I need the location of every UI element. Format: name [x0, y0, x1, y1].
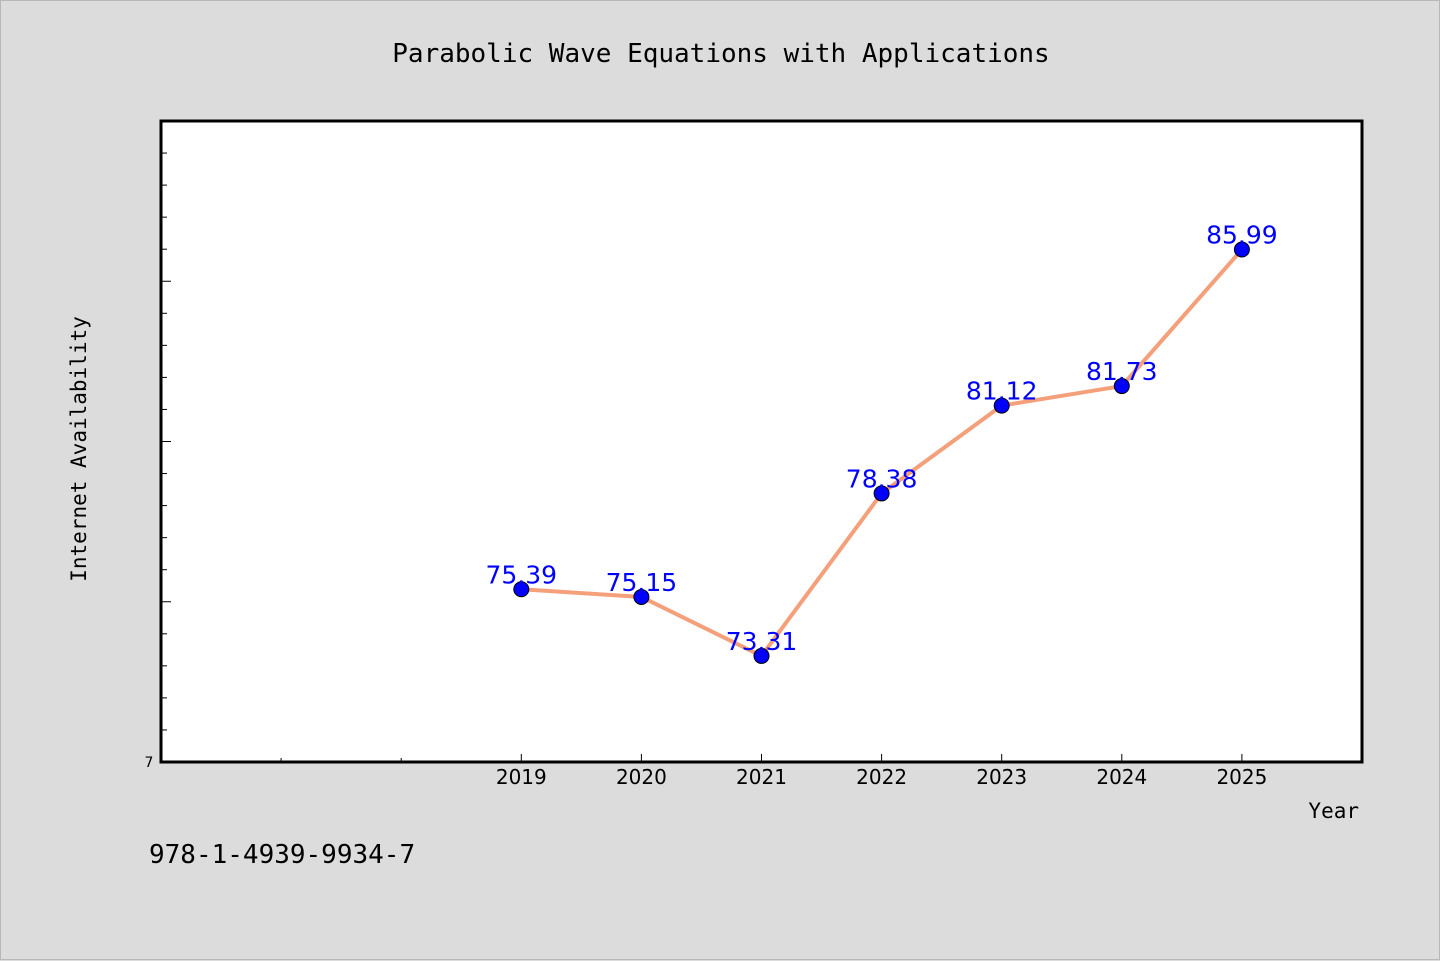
- y-axis-ticks: [161, 120, 171, 763]
- x-tick-label: 2022: [856, 765, 907, 789]
- data-label: 85.99: [1206, 221, 1278, 250]
- data-point: [633, 588, 650, 605]
- isbn-text: 978-1-4939-9934-7: [149, 840, 415, 870]
- data-label: 75.39: [486, 560, 558, 589]
- x-tick-label: 2020: [616, 765, 667, 789]
- x-tick-label: 2021: [736, 765, 787, 789]
- data-point: [993, 397, 1010, 414]
- plot-area: [159, 119, 1364, 764]
- data-point: [513, 581, 530, 598]
- data-label: 81.73: [1086, 357, 1158, 386]
- y-tick-label: 7: [145, 755, 154, 771]
- x-axis-ticks: 2019 2020 2021 2022 2023 2024 2025: [280, 754, 1267, 789]
- data-label: 75.15: [606, 568, 678, 597]
- x-tick-label: 2025: [1216, 765, 1267, 789]
- data-point: [1233, 241, 1250, 258]
- data-point: [1113, 378, 1130, 395]
- series-group: 75.39 75.15 73.31 78.38 81.12 81.73 85.99: [486, 221, 1278, 664]
- data-label: 73.31: [726, 627, 798, 656]
- x-axis-label: Year: [1308, 799, 1359, 823]
- x-tick-label: 2019: [496, 765, 547, 789]
- data-label: 81.12: [966, 377, 1038, 406]
- chart-title: Parabolic Wave Equations with Applicatio…: [392, 39, 1049, 69]
- y-axis-label: Internet Availability: [67, 316, 91, 582]
- data-point: [753, 647, 770, 664]
- data-label: 78.38: [846, 464, 918, 493]
- data-point: [873, 485, 890, 502]
- x-tick-label: 2023: [976, 765, 1027, 789]
- x-tick-label: 2024: [1096, 765, 1147, 789]
